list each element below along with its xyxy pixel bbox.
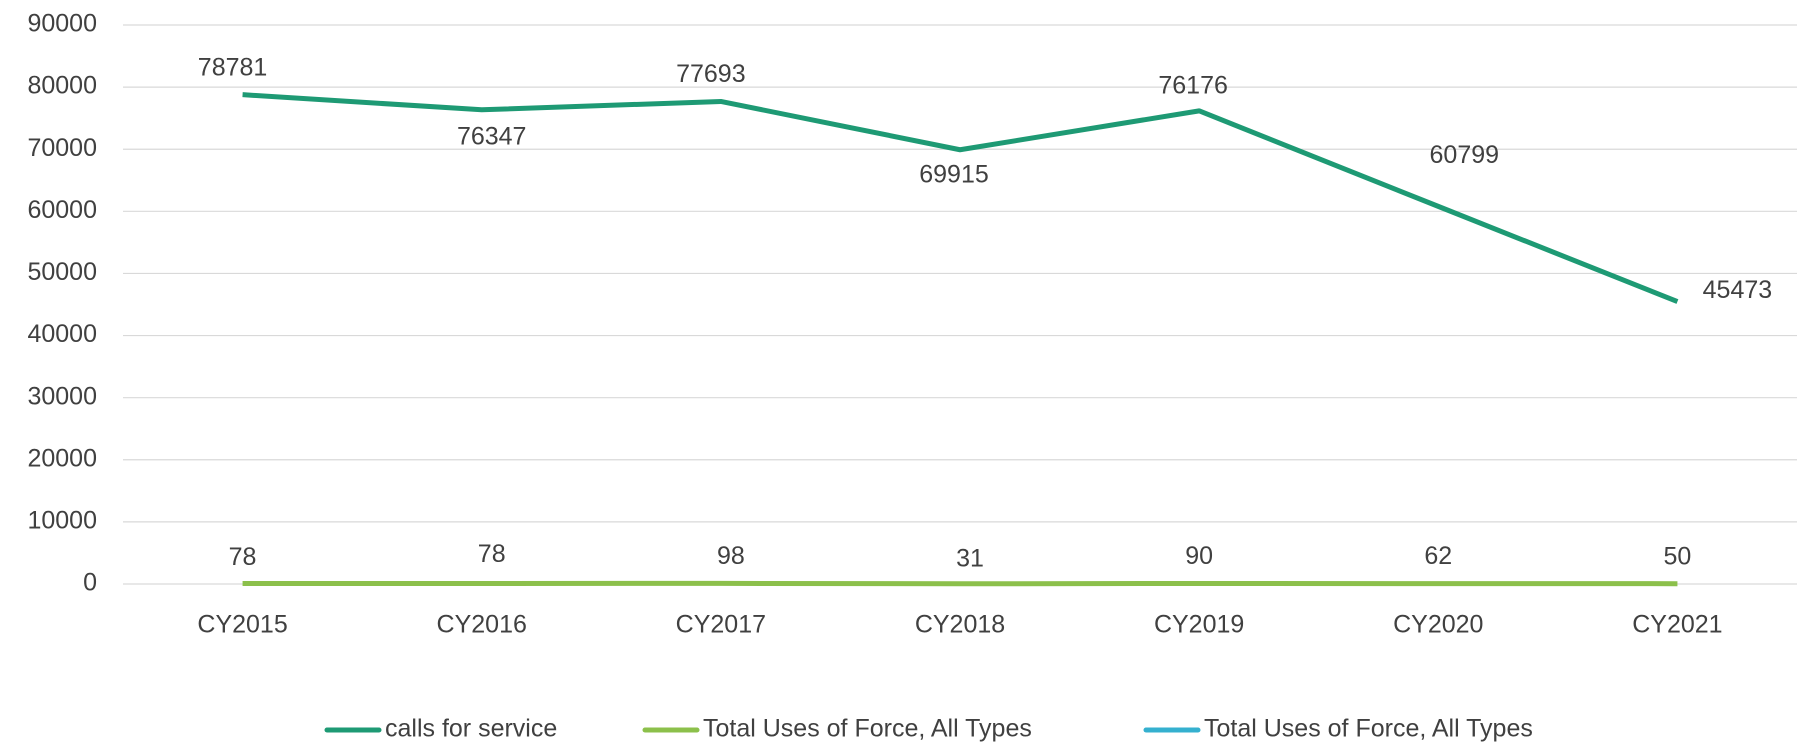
y-tick-label: 20000 [27, 444, 97, 472]
y-tick-label: 50000 [27, 258, 97, 286]
y-tick-label: 60000 [27, 196, 97, 224]
y-tick-label: 0 [83, 569, 97, 597]
data-label: 50 [1664, 542, 1692, 570]
legend-label: Total Uses of Force, All Types [1204, 715, 1533, 743]
data-label: 78781 [198, 53, 268, 81]
x-tick-label: CY2020 [1393, 611, 1483, 639]
y-tick-label: 40000 [27, 320, 97, 348]
y-tick-label: 10000 [27, 506, 97, 534]
data-label: 98 [717, 542, 745, 570]
data-label: 45473 [1703, 276, 1773, 304]
x-tick-label: CY2021 [1632, 611, 1722, 639]
x-tick-label: CY2018 [915, 611, 1005, 639]
data-label: 77693 [676, 60, 746, 88]
data-label: 90 [1185, 542, 1213, 570]
data-label: 60799 [1430, 141, 1500, 169]
legend-label: Total Uses of Force, All Types [703, 715, 1032, 743]
series-line [242, 92, 1679, 304]
data-label: 62 [1424, 542, 1452, 570]
y-tick-label: 90000 [27, 10, 97, 38]
data-label: 78 [478, 540, 506, 568]
data-label: 76176 [1158, 71, 1228, 99]
data-label: 69915 [919, 160, 989, 188]
y-tick-label: 70000 [27, 134, 97, 162]
x-tick-label: CY2019 [1154, 611, 1244, 639]
data-label: 31 [956, 544, 984, 572]
x-tick-label: CY2017 [676, 611, 766, 639]
y-tick-label: 80000 [27, 72, 97, 100]
legend-label: calls for service [385, 715, 557, 743]
y-tick-label: 30000 [27, 382, 97, 410]
data-label: 78 [229, 543, 257, 571]
x-tick-label: CY2015 [197, 611, 287, 639]
data-label: 76347 [457, 122, 527, 150]
x-tick-label: CY2016 [437, 611, 527, 639]
